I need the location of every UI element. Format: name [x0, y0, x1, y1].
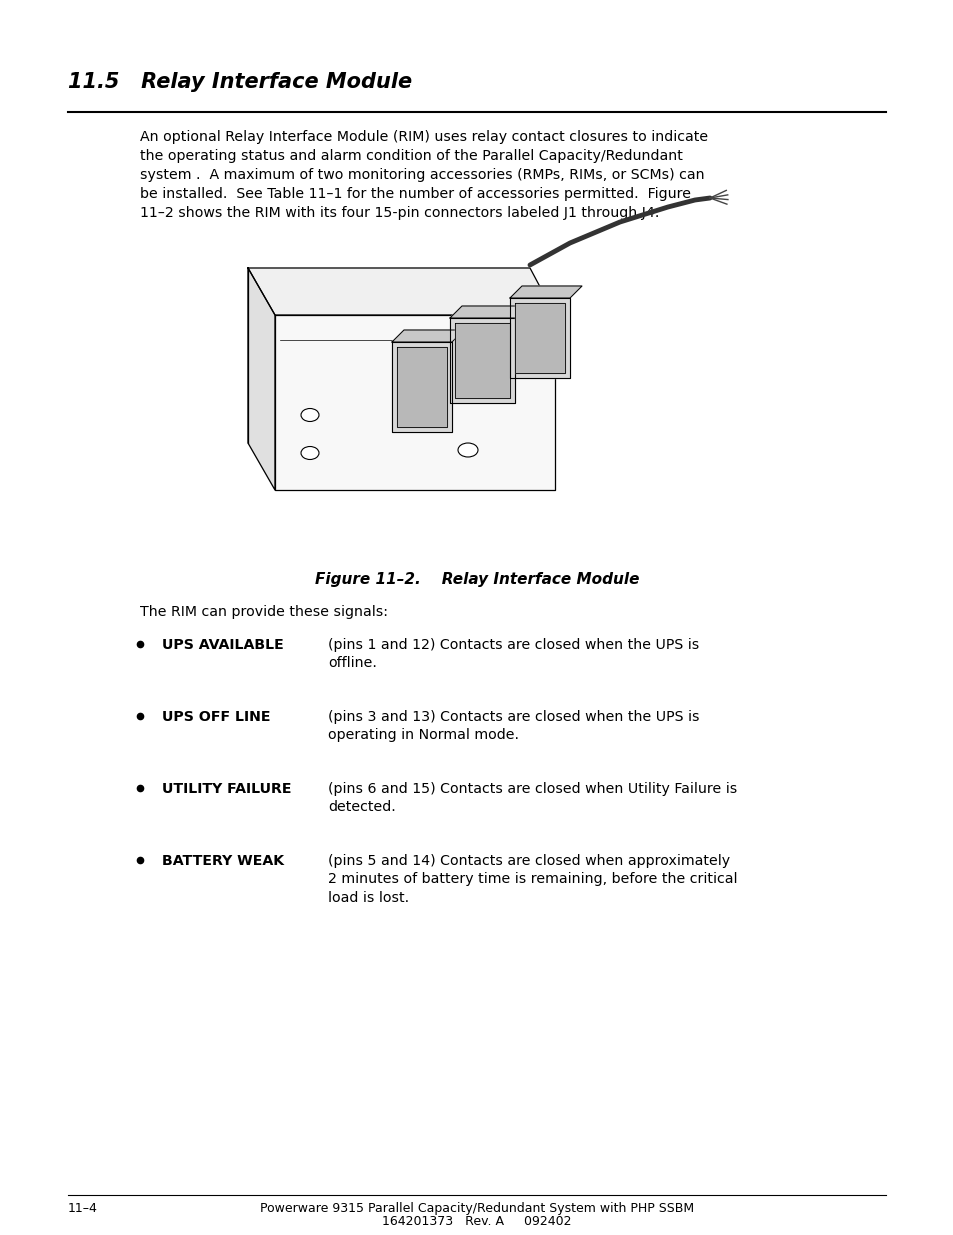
- Polygon shape: [510, 287, 581, 298]
- Polygon shape: [450, 317, 515, 403]
- Text: (pins 6 and 15) Contacts are closed when Utility Failure is
detected.: (pins 6 and 15) Contacts are closed when…: [328, 782, 737, 814]
- Polygon shape: [392, 330, 463, 342]
- Ellipse shape: [457, 443, 477, 457]
- Polygon shape: [396, 347, 447, 427]
- Text: An optional Relay Interface Module (RIM) uses relay contact closures to indicate: An optional Relay Interface Module (RIM)…: [140, 130, 707, 220]
- Text: UPS OFF LINE: UPS OFF LINE: [162, 710, 271, 724]
- Polygon shape: [248, 268, 555, 315]
- Text: 11–4: 11–4: [68, 1202, 98, 1215]
- Text: UTILITY FAILURE: UTILITY FAILURE: [162, 782, 292, 797]
- Ellipse shape: [301, 409, 318, 421]
- Polygon shape: [450, 306, 526, 317]
- Text: Figure 11–2.    Relay Interface Module: Figure 11–2. Relay Interface Module: [314, 572, 639, 587]
- Ellipse shape: [301, 447, 318, 459]
- Text: (pins 5 and 14) Contacts are closed when approximately
2 minutes of battery time: (pins 5 and 14) Contacts are closed when…: [328, 853, 737, 905]
- Text: Powerware 9315 Parallel Capacity/Redundant System with PHP SSBM: Powerware 9315 Parallel Capacity/Redunda…: [259, 1202, 694, 1215]
- Polygon shape: [274, 315, 555, 490]
- Polygon shape: [510, 298, 569, 378]
- Text: UPS AVAILABLE: UPS AVAILABLE: [162, 638, 283, 652]
- Text: (pins 1 and 12) Contacts are closed when the UPS is
offline.: (pins 1 and 12) Contacts are closed when…: [328, 638, 699, 671]
- Polygon shape: [515, 303, 564, 373]
- Text: BATTERY WEAK: BATTERY WEAK: [162, 853, 284, 868]
- Text: 11.5   Relay Interface Module: 11.5 Relay Interface Module: [68, 72, 412, 91]
- Polygon shape: [455, 324, 510, 398]
- Text: The RIM can provide these signals:: The RIM can provide these signals:: [140, 605, 388, 619]
- Text: 164201373   Rev. A     092402: 164201373 Rev. A 092402: [382, 1215, 571, 1228]
- Polygon shape: [248, 268, 274, 490]
- Polygon shape: [392, 342, 452, 432]
- Text: (pins 3 and 13) Contacts are closed when the UPS is
operating in Normal mode.: (pins 3 and 13) Contacts are closed when…: [328, 710, 699, 742]
